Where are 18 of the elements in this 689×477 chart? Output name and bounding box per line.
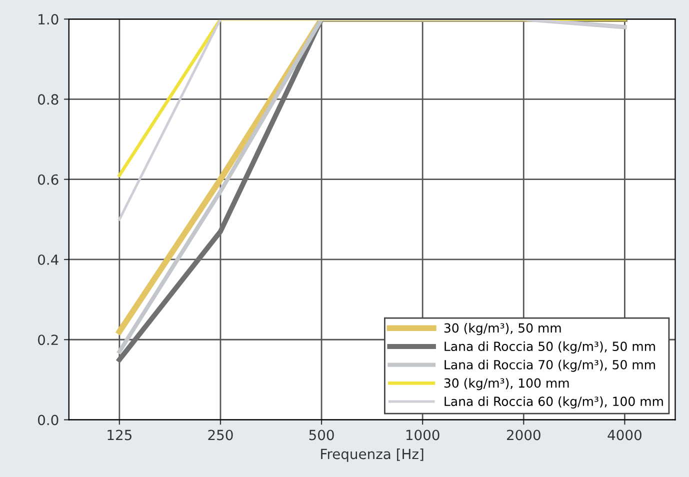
x-tick-label: 500 [309, 430, 334, 440]
y-tick-label: 0.4 [38, 254, 58, 265]
legend-label: Lana di Roccia 50 (kg/m³), 50 mm [444, 341, 655, 354]
x-tick-label: 125 [108, 430, 132, 440]
y-tick-label: 0.8 [38, 94, 58, 105]
y-tick-label: 0.2 [38, 334, 58, 346]
legend-label: 30 (kg/m³), 50 mm [444, 323, 561, 336]
y-tick-label: 0.0 [38, 414, 58, 426]
y-tick-label: 1.0 [38, 14, 58, 25]
legend-label: 30 (kg/m³), 100 mm [444, 378, 569, 390]
legend-label: Lana di Roccia 70 (kg/m³), 50 mm [444, 360, 655, 372]
legend-label: Lana di Roccia 60 (kg/m³), 100 mm [444, 396, 663, 409]
y-tick-label: 0.6 [38, 174, 58, 185]
x-tick-label: 250 [208, 430, 233, 440]
x-axis-title: Frequenza [Hz] [321, 448, 424, 462]
x-tick-label: 2000 [506, 430, 540, 440]
x-tick-label: 1000 [406, 430, 440, 440]
x-tick-label: 4000 [608, 430, 642, 440]
